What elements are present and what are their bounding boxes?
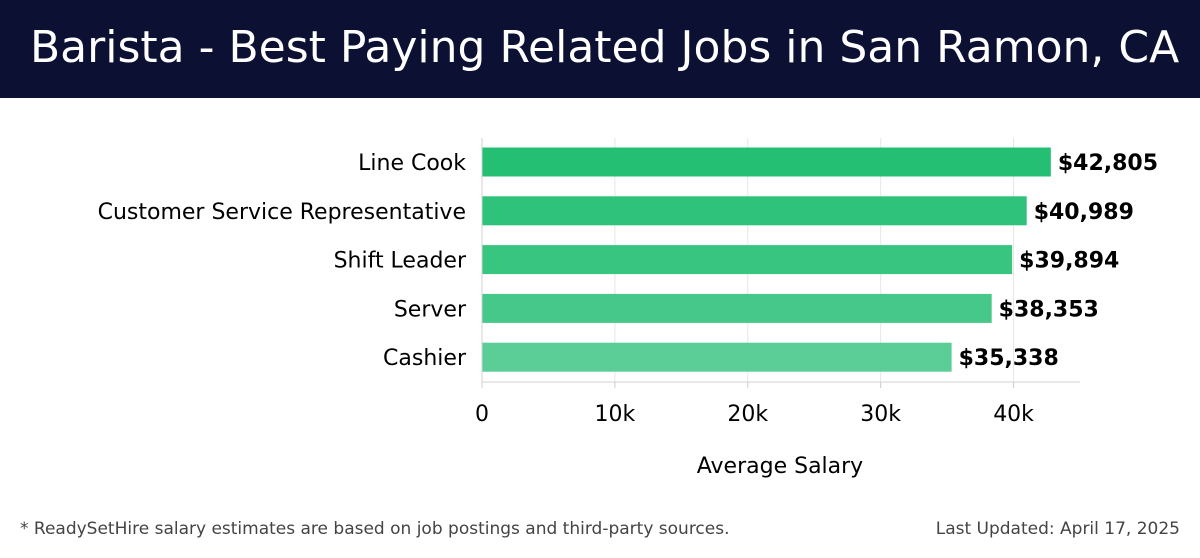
x-axis-title: Average Salary [697,454,863,479]
value-label: $42,805 [1058,151,1158,176]
x-tick-label: 30k [860,402,901,427]
labels: 0 10k 20k 30k 40k Line Cook $42,805 Customer Se… [98,151,1158,427]
bars [482,147,1051,372]
bar [482,342,952,372]
value-label: $39,894 [1019,249,1119,274]
title-banner: Barista - Best Paying Related Jobs in Sa… [0,0,1200,98]
footnote: * ReadySetHire salary estimates are base… [20,519,730,539]
category-label: Server [394,297,467,322]
bar [482,147,1051,177]
category-label: Line Cook [358,151,466,176]
x-tick-label: 0 [475,402,489,427]
bar [482,293,992,323]
bar [482,245,1013,275]
value-label: $35,338 [959,346,1059,371]
x-tick-label: 20k [727,402,768,427]
x-tick-label: 40k [993,402,1034,427]
x-tick-label: 10k [595,402,636,427]
bar [482,196,1027,226]
category-label: Customer Service Representative [98,200,466,225]
last-updated: Last Updated: April 17, 2025 [935,519,1180,539]
axes [481,138,1080,388]
value-label: $38,353 [999,297,1099,322]
value-label: $40,989 [1034,200,1134,225]
category-label: Cashier [383,346,467,371]
category-label: Shift Leader [334,249,467,274]
page-title: Barista - Best Paying Related Jobs in Sa… [30,22,1180,73]
